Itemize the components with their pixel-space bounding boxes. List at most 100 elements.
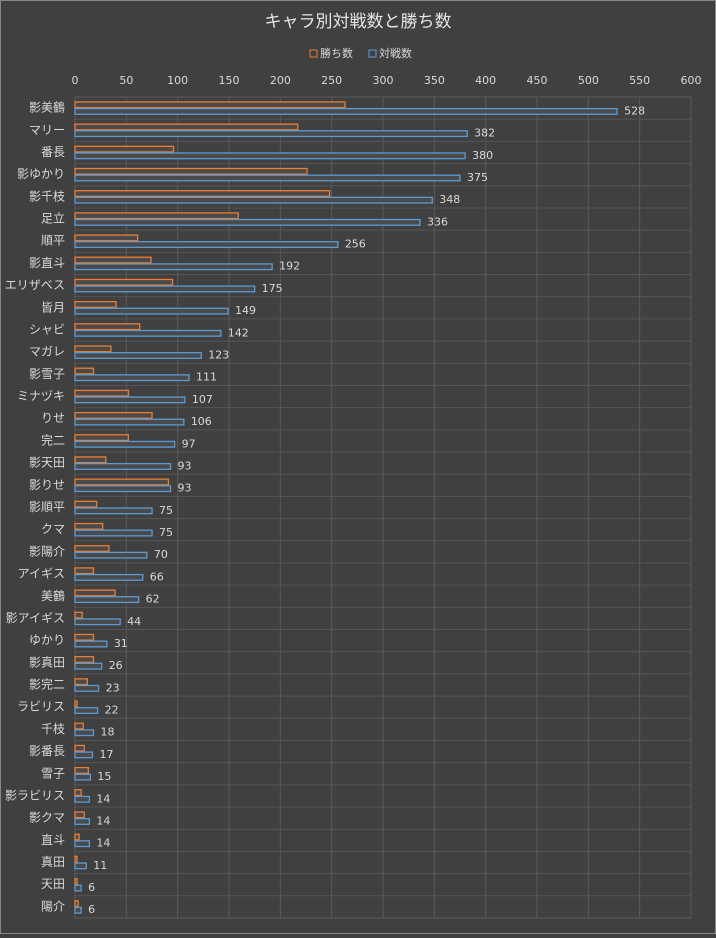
bar <box>74 434 130 442</box>
x-tick-label: 50 <box>119 74 133 87</box>
y-tick-label: 影雪子 <box>29 367 65 381</box>
bar <box>74 352 202 359</box>
data-label: 66 <box>150 570 164 583</box>
bar <box>74 596 140 604</box>
bar <box>74 551 148 559</box>
data-label: 123 <box>208 349 229 362</box>
y-tick-label: 完二 <box>41 432 65 447</box>
bar <box>74 329 222 337</box>
y-tick-label: 影りせ <box>29 478 65 492</box>
y-tick-label: 影真田 <box>29 655 65 669</box>
bar <box>74 773 92 781</box>
y-tick-label: りせ <box>41 411 65 425</box>
data-label: 382 <box>474 127 495 140</box>
x-tick-label: 200 <box>270 74 291 87</box>
bar <box>74 300 117 308</box>
bar <box>74 485 172 493</box>
bar <box>74 367 95 375</box>
bar <box>74 396 186 404</box>
legend-label: 勝ち数 <box>320 46 353 60</box>
y-tick-label: 番長 <box>41 145 65 159</box>
data-label: 26 <box>109 659 123 672</box>
data-label: 14 <box>96 792 110 805</box>
data-label: 44 <box>127 615 141 628</box>
bar <box>74 811 85 819</box>
x-tick-label: 600 <box>681 74 702 87</box>
data-label: 97 <box>182 437 196 450</box>
data-label: 192 <box>279 260 300 273</box>
bar <box>74 278 174 286</box>
bar <box>74 500 98 508</box>
y-tick-label: 影千枝 <box>29 188 65 203</box>
bar <box>74 323 141 331</box>
bar <box>74 263 273 271</box>
bar <box>74 456 107 464</box>
bar <box>74 589 116 597</box>
bar <box>74 101 346 109</box>
bar <box>74 256 152 264</box>
bar <box>74 640 108 648</box>
x-tick-label: 100 <box>167 74 188 87</box>
x-tick-label: 550 <box>629 74 650 87</box>
bar <box>74 751 94 759</box>
data-label: 14 <box>96 837 110 850</box>
y-tick-label: ミナヅキ <box>17 389 65 403</box>
data-label: 93 <box>177 459 191 472</box>
y-tick-label: 影ラビリス <box>5 788 65 802</box>
legend: 勝ち数 対戦数 <box>309 46 412 60</box>
y-tick-label: 影完二 <box>29 677 65 692</box>
y-tick-label: シャビ <box>29 322 65 336</box>
bar <box>74 707 99 715</box>
data-label: 15 <box>97 770 111 783</box>
bar <box>74 167 308 175</box>
data-label: 380 <box>472 149 493 162</box>
bar <box>74 633 95 641</box>
data-label: 6 <box>88 903 95 916</box>
bar <box>74 684 100 692</box>
bar <box>74 307 229 315</box>
data-label: 23 <box>106 681 120 694</box>
bar <box>74 862 87 870</box>
bar <box>74 567 95 575</box>
data-label: 6 <box>88 881 95 894</box>
bar <box>74 833 80 841</box>
data-label: 70 <box>154 548 168 561</box>
data-label: 336 <box>427 215 448 228</box>
bar <box>74 462 172 470</box>
bar <box>74 218 421 226</box>
y-tick-label: 美鶴 <box>41 588 65 603</box>
x-tick-label: 500 <box>578 74 599 87</box>
bar <box>74 855 78 863</box>
y-tick-label: ラビリス <box>17 700 65 714</box>
bar <box>74 789 82 797</box>
y-tick-label: 天田 <box>41 877 65 891</box>
x-tick-label: 150 <box>219 74 240 87</box>
bar <box>74 662 103 670</box>
bar <box>74 285 256 293</box>
bar <box>74 877 78 885</box>
bar <box>74 190 331 198</box>
data-label: 142 <box>228 326 249 339</box>
y-tick-label: 影ゆかり <box>17 167 65 181</box>
bar <box>74 196 433 204</box>
bar <box>74 545 110 553</box>
data-label: 107 <box>192 393 213 406</box>
bar <box>74 611 83 619</box>
legend-swatch <box>309 49 318 58</box>
data-label: 111 <box>196 371 217 384</box>
bar <box>74 656 95 663</box>
data-label: 528 <box>624 104 645 117</box>
legend-swatch <box>368 49 377 58</box>
bar <box>74 744 85 752</box>
y-tick-label: 影順平 <box>29 500 65 514</box>
bar <box>74 145 175 153</box>
data-label: 62 <box>146 593 160 606</box>
bar <box>74 884 82 892</box>
bar <box>74 906 82 914</box>
y-tick-label: 影番長 <box>29 744 65 758</box>
y-tick-label: マガレ <box>29 345 65 359</box>
y-tick-label: 直斗 <box>41 833 65 847</box>
y-tick-label: クマ <box>41 522 65 536</box>
data-label: 75 <box>159 526 173 539</box>
bar <box>74 840 91 848</box>
